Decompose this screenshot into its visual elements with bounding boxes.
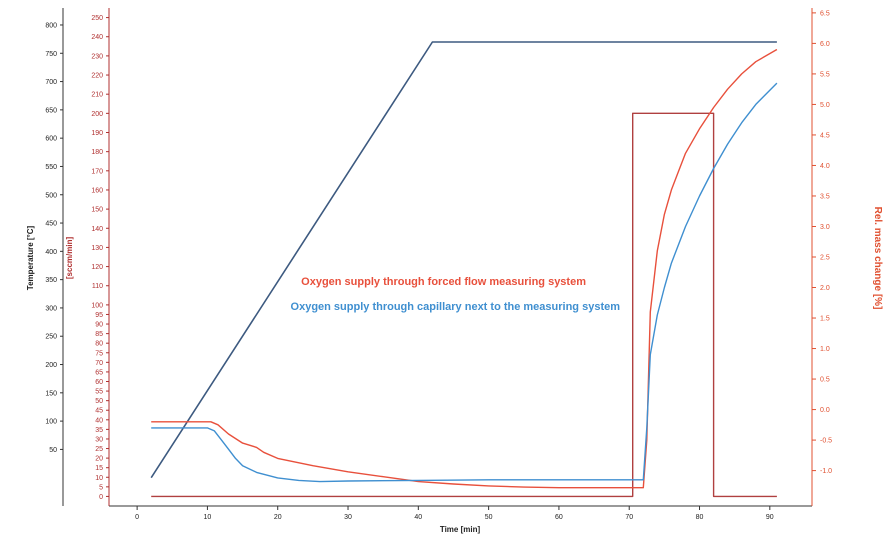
flow-tick-label: 30 (95, 436, 103, 443)
flow-tick-label: 55 (95, 389, 103, 396)
flow-tick-label: 40 (95, 417, 103, 424)
temperature-tick-label: 400 (45, 249, 57, 256)
flow-tick-label: 0 (99, 494, 103, 501)
flow-tick-label: 240 (91, 34, 103, 41)
temperature-axis-title: Temperature [°C] (26, 225, 35, 290)
temperature-tick-label: 350 (45, 277, 57, 284)
flow-tick-label: 95 (95, 312, 103, 319)
forced-flow-series-line (151, 48, 778, 489)
flow-tick-label: 75 (95, 350, 103, 357)
flow-tick-label: 230 (91, 53, 103, 60)
x-tick-label: 90 (766, 514, 774, 521)
flow-tick-label: 10 (95, 475, 103, 482)
flow-axis-title: [sccm/min] (65, 237, 74, 280)
x-tick-label: 10 (204, 514, 212, 521)
temperature-tick-label: 500 (45, 192, 57, 199)
mass-axis-title: Rel. mass change [%] (872, 207, 883, 310)
flow-tick-label: 70 (95, 360, 103, 367)
temperature-tick-label: 650 (45, 107, 57, 114)
temperature-tick-label: 800 (45, 22, 57, 29)
x-axis-title: Time [min] (440, 525, 481, 534)
mass-tick-label: 0.0 (820, 407, 830, 414)
flow-tick-label: 45 (95, 408, 103, 415)
flow-tick-label: 60 (95, 379, 103, 386)
temperature-tick-label: 550 (45, 164, 57, 171)
flow-tick-label: 190 (91, 130, 103, 137)
temperature-tick-label: 300 (45, 305, 57, 312)
flow-tick-label: 160 (91, 187, 103, 194)
temperature-ticks: 50 100 150 200 250 300 350 400 450 500 550 600 650 70… (45, 22, 63, 454)
flow-tick-label: 85 (95, 331, 103, 338)
flow-tick-label: 210 (91, 92, 103, 99)
temperature-series-line (150, 41, 777, 479)
x-tick-label: 0 (135, 514, 139, 521)
x-tick-label: 50 (485, 514, 493, 521)
flow-tick-label: 220 (91, 73, 103, 80)
x-tick-label: 40 (414, 514, 422, 521)
flow-tick-label: 170 (91, 168, 103, 175)
x-tick-label: 30 (344, 514, 352, 521)
flow-ticks: 0 5 10 15 20 25 30 35 40 45 50 55 60 65 70 75 80 85 90 95 10… (91, 15, 109, 501)
capillary-series-line (151, 82, 778, 483)
flow-tick-label: 20 (95, 456, 103, 463)
mass-tick-label: -1.0 (820, 468, 832, 475)
mass-tick-label: 4.0 (820, 163, 830, 170)
mass-tick-label: 6.5 (820, 10, 830, 17)
mass-tick-label: 5.5 (820, 71, 830, 78)
temperature-tick-label: 700 (45, 79, 57, 86)
flow-tick-label: 90 (95, 322, 103, 329)
gas-flow-series-line (151, 112, 777, 498)
mass-tick-label: 1.5 (820, 316, 830, 323)
mass-tick-label: 4.5 (820, 132, 830, 139)
mass-tick-label: 1.0 (820, 346, 830, 353)
series-layer (150, 41, 778, 498)
mass-tick-label: 6.0 (820, 41, 830, 48)
flow-tick-label: 200 (91, 111, 103, 118)
flow-tick-label: 15 (95, 465, 103, 472)
flow-tick-label: 35 (95, 427, 103, 434)
flow-tick-label: 5 (99, 484, 103, 491)
temperature-tick-label: 150 (45, 390, 57, 397)
temperature-tick-label: 750 (45, 51, 57, 58)
mass-ticks: -1.0 -0.5 0.0 0.5 1.0 1.5 2.0 2.5 3.0 3.5 4.0 4.5 5.… (812, 10, 832, 475)
x-tick-label: 80 (696, 514, 704, 521)
flow-tick-label: 130 (91, 245, 103, 252)
flow-tick-label: 25 (95, 446, 103, 453)
mass-tick-label: 2.0 (820, 285, 830, 292)
flow-tick-label: 250 (91, 15, 103, 22)
x-tick-label: 20 (274, 514, 282, 521)
flow-tick-label: 150 (91, 207, 103, 214)
flow-tick-label: 80 (95, 341, 103, 348)
temperature-tick-label: 50 (49, 447, 57, 454)
flow-tick-label: 65 (95, 369, 103, 376)
x-tick-label: 70 (625, 514, 633, 521)
temperature-tick-label: 200 (45, 362, 57, 369)
flow-tick-label: 50 (95, 398, 103, 405)
x-tick-label: 60 (555, 514, 563, 521)
flow-tick-label: 120 (91, 264, 103, 271)
temperature-tick-label: 450 (45, 221, 57, 228)
x-ticks: 0 10 20 30 40 50 60 70 80 90 (135, 506, 774, 521)
capillary-legend-label: Oxygen supply through capillary next to … (291, 301, 621, 313)
flow-tick-label: 180 (91, 149, 103, 156)
mass-tick-label: 3.5 (820, 193, 830, 200)
flow-tick-label: 140 (91, 226, 103, 233)
flow-tick-label: 110 (92, 283, 103, 290)
temperature-tick-label: 100 (45, 419, 57, 426)
mass-tick-label: 5.0 (820, 102, 830, 109)
forced-flow-legend-label: Oxygen supply through forced flow measur… (301, 276, 586, 288)
flow-tick-label: 100 (91, 302, 103, 309)
temperature-tick-label: 600 (45, 136, 57, 143)
mass-tick-label: -0.5 (820, 438, 832, 445)
mass-tick-label: 0.5 (820, 377, 830, 384)
mass-tick-label: 2.5 (820, 255, 830, 262)
temperature-tick-label: 250 (45, 334, 57, 341)
mass-tick-label: 3.0 (820, 224, 830, 231)
